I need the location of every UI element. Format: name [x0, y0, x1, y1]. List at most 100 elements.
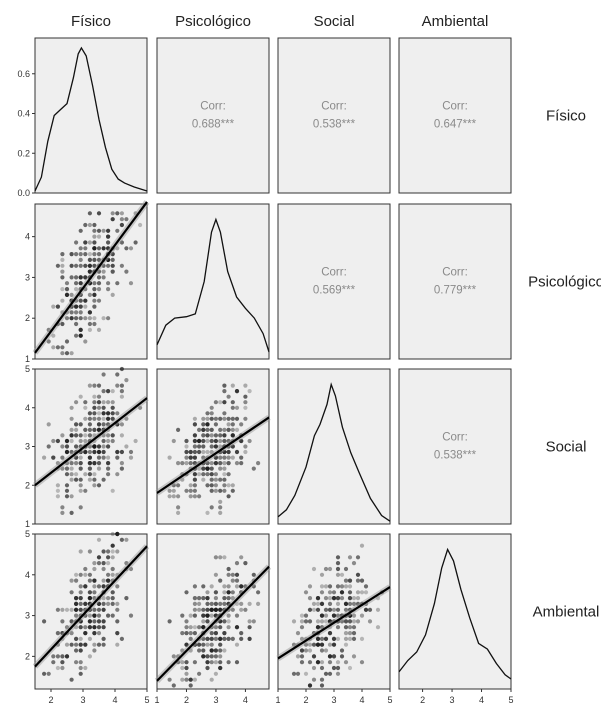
scatter-point [230, 636, 235, 642]
y-tick-label: 0.0 [17, 188, 30, 198]
scatter-point [78, 466, 83, 471]
scatter-point [234, 578, 240, 583]
scatter-point [234, 660, 240, 665]
scatter-point [226, 660, 231, 665]
scatter-point [327, 607, 333, 612]
scatter-point [64, 292, 70, 297]
scatter-point [197, 642, 202, 647]
scatter-point [110, 531, 115, 537]
scatter-point [55, 304, 61, 309]
scatter-point [83, 625, 88, 630]
scatter-point [106, 240, 111, 245]
density-line [34, 46, 148, 192]
scatter-point [184, 455, 189, 460]
scatter-point [128, 281, 134, 286]
scatter-point [64, 483, 70, 488]
scatter-point [171, 438, 176, 444]
scatter-point [205, 483, 210, 488]
scatter-point [239, 455, 244, 460]
scatter-point [209, 427, 214, 432]
scatter-point [78, 625, 83, 630]
scatter-point [96, 287, 102, 292]
scatter-point [92, 321, 97, 327]
panel [398, 533, 512, 690]
scatter-point [101, 561, 106, 566]
scatter-point [78, 433, 83, 438]
scatter-point [323, 607, 329, 612]
scatter-point [101, 601, 106, 607]
scatter-point [46, 444, 51, 449]
scatter-point [205, 654, 210, 659]
scatter-point [343, 642, 349, 647]
scatter-point [92, 631, 97, 636]
scatter-point [83, 416, 88, 421]
scatter-point [209, 438, 214, 444]
scatter-point [96, 619, 102, 624]
scatter-point [327, 566, 333, 572]
scatter-point [184, 449, 189, 455]
scatter-point [213, 438, 218, 444]
scatter-point [351, 596, 357, 601]
scatter-point [115, 411, 120, 416]
scatter-point [226, 566, 231, 572]
scatter-point [96, 584, 102, 589]
scatter-point [74, 433, 79, 438]
scatter-point [205, 636, 210, 642]
scatter-point [222, 636, 227, 642]
scatter-point [110, 269, 115, 274]
panel [277, 368, 391, 525]
scatter-point [355, 572, 361, 577]
scatter-point [213, 631, 218, 636]
scatter-point [106, 549, 111, 554]
scatter-point [78, 549, 83, 554]
scatter-point [303, 619, 309, 624]
scatter-point [106, 561, 111, 566]
scatter-point [367, 619, 373, 624]
scatter-point [226, 596, 231, 601]
scatter-point [319, 677, 325, 682]
scatter-point [74, 601, 79, 607]
scatter-point [226, 494, 231, 499]
scatter-point [226, 619, 231, 624]
scatter-point [101, 422, 106, 427]
scatter-point [205, 619, 210, 624]
scatter-point [55, 263, 61, 268]
scatter-point [92, 472, 97, 477]
scatter-point [106, 234, 111, 239]
scatter-point [201, 607, 206, 612]
scatter-point [359, 578, 365, 583]
scatter-point [78, 298, 83, 303]
scatter-point [92, 405, 97, 410]
scatter-point [197, 494, 202, 499]
scatter-point [74, 281, 79, 286]
scatter-point [299, 648, 305, 653]
scatter-point [205, 466, 210, 471]
scatter-point [110, 292, 115, 297]
scatter-point [106, 555, 111, 560]
scatter-point [209, 648, 214, 653]
scatter-point [188, 625, 193, 630]
scatter-point [319, 613, 325, 618]
x-tick-label: 3 [213, 695, 218, 705]
scatter-point [213, 472, 218, 477]
scatter-point [230, 416, 235, 421]
column-label: Físico [71, 13, 111, 30]
scatter-point [60, 275, 65, 280]
scatter-point [101, 405, 106, 410]
scatter-point [209, 636, 214, 642]
scatter-point [96, 281, 102, 286]
scatter-point [327, 584, 333, 589]
scatter-point [83, 665, 88, 671]
scatter-point [315, 642, 321, 647]
scatter-point [205, 466, 210, 471]
scatter-point [192, 433, 197, 438]
scatter-point [106, 466, 111, 471]
scatter-point [69, 578, 74, 583]
scatter-point [180, 613, 185, 618]
scatter-point [239, 636, 244, 642]
scatter-point [180, 665, 185, 671]
scatter-point [355, 572, 361, 577]
scatter-point [69, 316, 74, 321]
scatter-point [106, 572, 111, 577]
scatter-point [115, 549, 120, 554]
